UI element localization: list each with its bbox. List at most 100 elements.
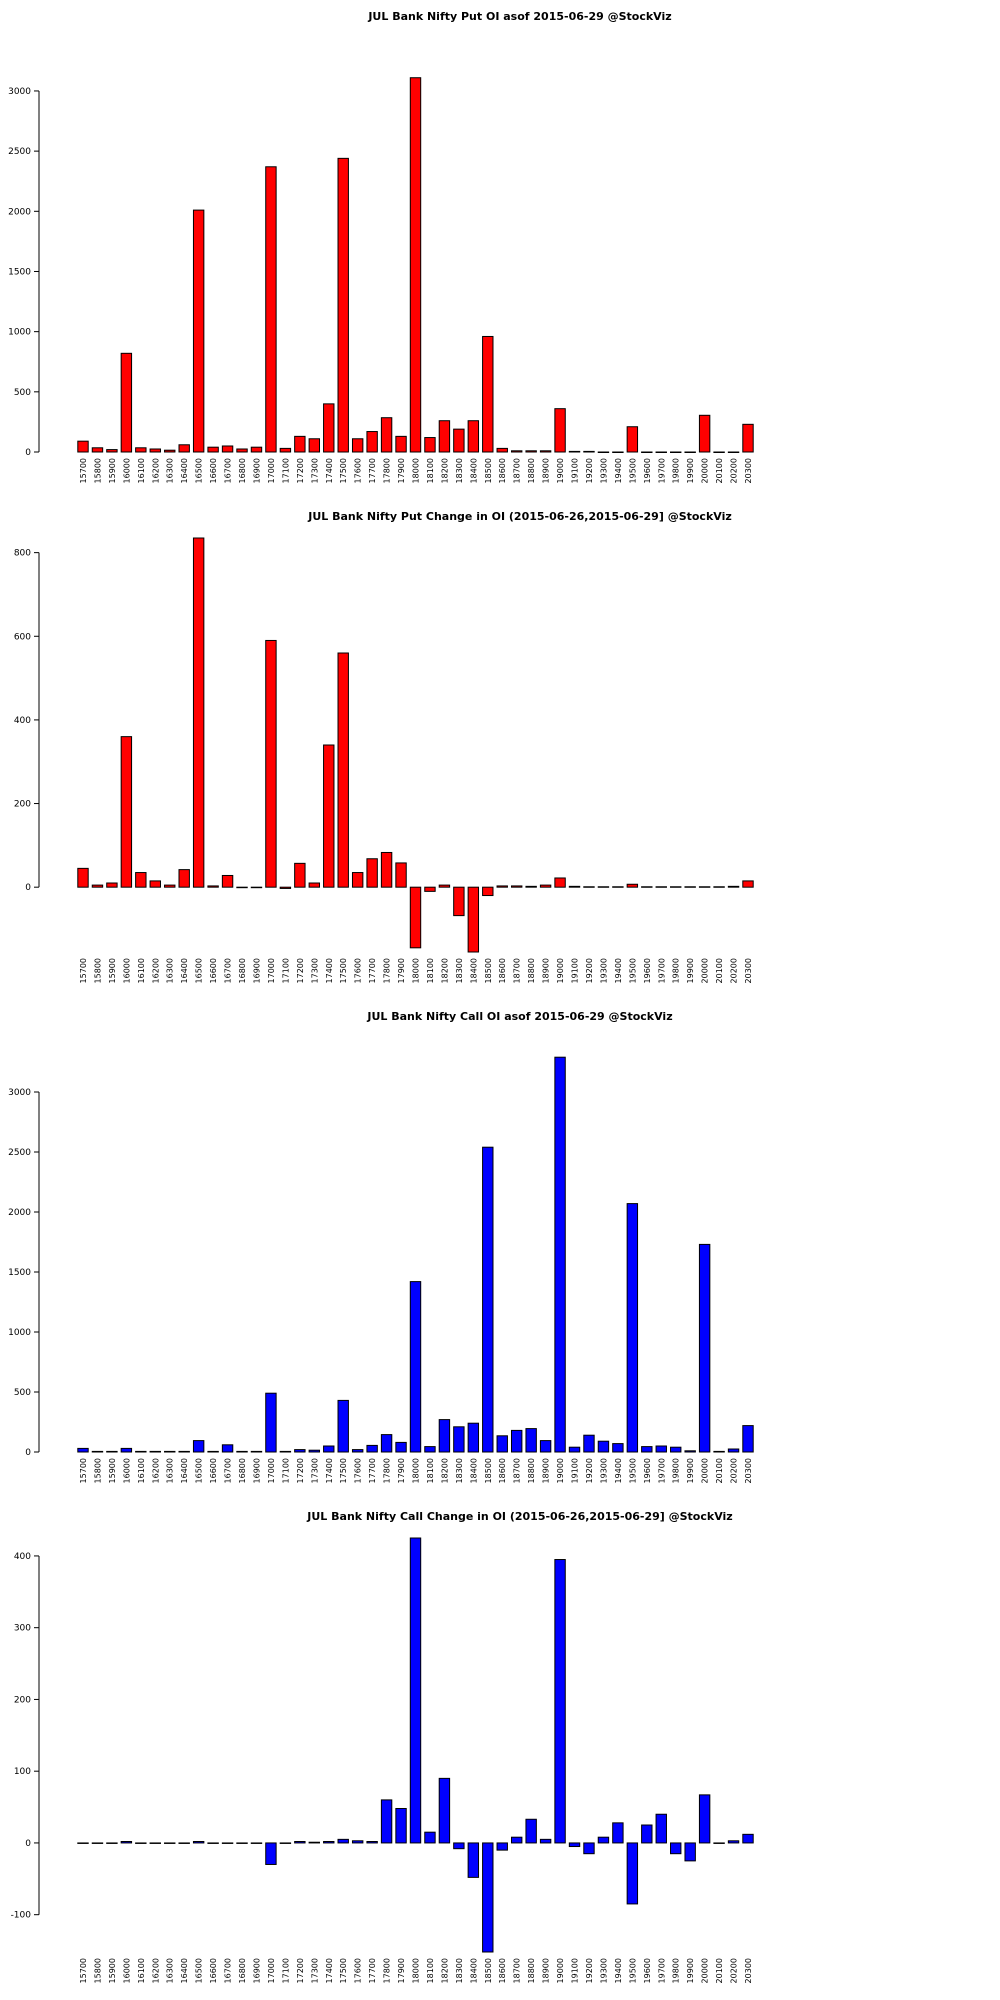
x-tick-label: 17600 xyxy=(354,458,363,483)
x-tick-label: 18000 xyxy=(412,958,421,983)
bar xyxy=(496,1842,508,1851)
x-tick-label: 19400 xyxy=(614,958,623,983)
x-tick-label: 17100 xyxy=(281,958,290,983)
bar xyxy=(106,1842,118,1844)
x-tick-label: 18500 xyxy=(484,458,493,483)
x-tick-label: 17100 xyxy=(281,458,290,483)
bar xyxy=(279,886,292,889)
x-tick-label: 20200 xyxy=(730,1458,739,1483)
bar xyxy=(164,1450,176,1453)
bar xyxy=(380,1434,393,1453)
x-tick-label: 18100 xyxy=(426,1958,435,1983)
bar xyxy=(409,886,422,949)
y-tick-label: 2500 xyxy=(8,147,31,157)
x-tick-label: 16500 xyxy=(195,1458,204,1483)
x-tick-label: 20000 xyxy=(701,1458,710,1483)
bar xyxy=(366,1841,378,1844)
chart-title: JUL Bank Nifty Put OI asof 2015-06-29 @S… xyxy=(367,10,671,23)
bar xyxy=(496,885,508,888)
bar xyxy=(641,1824,653,1844)
y-tick-label: 800 xyxy=(14,549,31,559)
bar xyxy=(149,880,161,888)
y-tick-label: 2000 xyxy=(8,207,31,217)
chart-title: JUL Bank Nifty Call OI asof 2015-06-29 @… xyxy=(366,1010,672,1023)
x-tick-label: 19800 xyxy=(672,1458,681,1483)
x-tick-label: 18900 xyxy=(542,458,551,483)
x-tick-label: 18900 xyxy=(542,1958,551,1983)
bar xyxy=(525,1818,537,1844)
x-tick-label: 19100 xyxy=(571,958,580,983)
x-tick-label: 17800 xyxy=(383,1958,392,1983)
bar xyxy=(727,451,740,453)
x-tick-label: 16700 xyxy=(224,1458,233,1483)
x-tick-label: 19500 xyxy=(628,458,637,483)
y-tick-label: 500 xyxy=(14,388,31,398)
x-tick-label: 17900 xyxy=(397,458,406,483)
bar xyxy=(438,884,451,888)
bar xyxy=(583,886,595,888)
bar xyxy=(655,1813,667,1844)
bar xyxy=(453,428,465,453)
x-tick-label: 17200 xyxy=(296,958,305,983)
x-tick-label: 18500 xyxy=(484,958,493,983)
bar xyxy=(279,1842,292,1844)
x-tick-label: 16400 xyxy=(180,1958,189,1983)
bar xyxy=(192,537,205,888)
x-tick-label: 19000 xyxy=(556,458,565,483)
bar xyxy=(713,1450,725,1453)
x-tick-label: 16900 xyxy=(252,1958,261,1983)
bar xyxy=(236,1842,248,1844)
bar xyxy=(496,447,508,453)
bar xyxy=(539,450,552,453)
x-tick-label: 17400 xyxy=(325,1458,334,1483)
x-tick-label: 18800 xyxy=(527,458,536,483)
bar xyxy=(265,639,277,888)
bar xyxy=(265,1392,277,1453)
bar xyxy=(337,652,349,888)
bar xyxy=(670,451,682,453)
y-tick-label: 500 xyxy=(14,1388,31,1398)
bar xyxy=(539,1440,552,1453)
bar xyxy=(366,1444,378,1453)
x-tick-label: 15800 xyxy=(93,958,102,983)
x-tick-label: 18400 xyxy=(469,958,478,983)
x-tick-label: 18600 xyxy=(498,958,507,983)
bar xyxy=(597,451,610,453)
x-tick-label: 19200 xyxy=(585,1958,594,1983)
bar xyxy=(323,1445,335,1453)
x-tick-label: 19200 xyxy=(585,458,594,483)
x-tick-label: 18000 xyxy=(412,1958,421,1983)
x-tick-label: 18800 xyxy=(527,1958,536,1983)
bar xyxy=(77,440,89,453)
bar xyxy=(91,884,104,888)
bar xyxy=(698,1794,711,1844)
bar xyxy=(641,1446,653,1453)
x-tick-label: 18700 xyxy=(513,1458,522,1483)
bar xyxy=(77,1842,89,1844)
bar xyxy=(438,1777,451,1844)
x-tick-label: 16300 xyxy=(166,458,175,483)
x-tick-label: 20000 xyxy=(701,1958,710,1983)
x-tick-label: 17400 xyxy=(325,958,334,983)
x-tick-label: 20300 xyxy=(744,958,753,983)
bar xyxy=(510,1429,523,1453)
x-tick-label: 17500 xyxy=(339,1958,348,1983)
bar xyxy=(395,435,407,453)
x-tick-label: 20300 xyxy=(744,1458,753,1483)
bar xyxy=(424,437,436,453)
x-tick-label: 16500 xyxy=(195,1958,204,1983)
bar xyxy=(670,1446,682,1453)
x-tick-label: 20000 xyxy=(701,458,710,483)
x-tick-label: 17300 xyxy=(310,1958,319,1983)
x-tick-label: 15700 xyxy=(79,458,88,483)
x-tick-label: 20100 xyxy=(715,458,724,483)
bar xyxy=(366,431,378,453)
x-tick-label: 16200 xyxy=(151,458,160,483)
bar xyxy=(684,886,696,888)
x-tick-label: 20200 xyxy=(730,1958,739,1983)
x-tick-label: 17200 xyxy=(296,1958,305,1983)
x-tick-label: 16400 xyxy=(180,458,189,483)
x-tick-label: 19600 xyxy=(643,1958,652,1983)
x-tick-label: 17900 xyxy=(397,1458,406,1483)
